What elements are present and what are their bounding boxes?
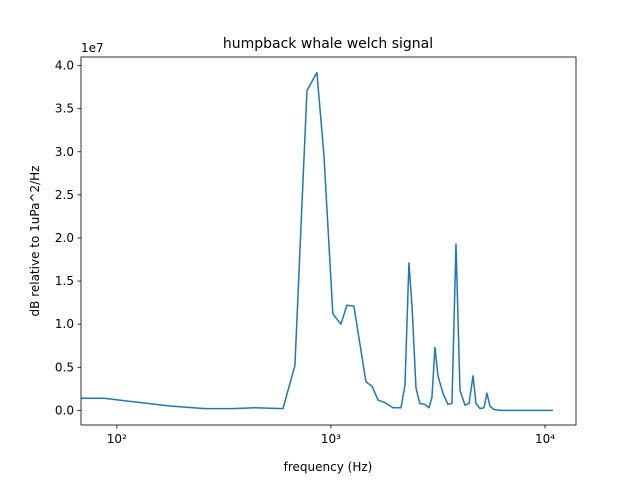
x-tick-label: 10³ [321,432,341,446]
y-offset-label: 1e7 [81,41,104,55]
y-tick-label: 0.5 [55,360,74,374]
y-tick-label: 1.0 [55,317,74,331]
x-axis-label: frequency (Hz) [284,460,373,474]
x-tick-label: 10⁴ [535,432,555,446]
x-tick-label: 10² [107,432,127,446]
chart-title: humpback whale welch signal [223,36,433,52]
plot-frame [80,56,577,426]
y-tick-label: 1.5 [55,274,74,288]
y-tick-label: 3.0 [55,145,74,159]
data-line [81,71,553,412]
y-tick-label: 2.5 [55,188,74,202]
y-axis-label: dB relative to 1uPa^2/Hz [28,166,42,317]
y-tick-label: 4.0 [55,59,74,73]
y-tick-label: 3.5 [55,102,74,116]
y-tick-label: 2.0 [55,231,74,245]
y-tick-label: 0.0 [55,403,74,417]
